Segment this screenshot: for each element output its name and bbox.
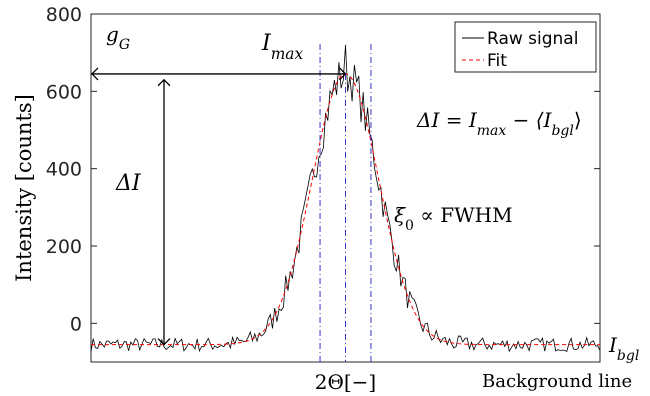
ibgl-label: Ibgl (608, 333, 639, 364)
legend-raw-label: Raw signal (487, 29, 578, 49)
arrow-head-down (157, 338, 171, 346)
legend-fit-label: Fit (487, 51, 507, 71)
annotations: gG Imax ΔI ΔI = Imax − ⟨Ibgl⟩ ξ0 ∝ FWHM Ibgl B… (91, 21, 639, 392)
chart-marks (90, 44, 601, 362)
background-line-label: Background line (482, 371, 632, 392)
y-tick-label: 200 (46, 236, 82, 258)
imax-label: Imax (261, 31, 303, 63)
arrow-head-up (157, 78, 171, 87)
y-tick-label: 600 (46, 81, 82, 103)
arrow-head-right (339, 67, 347, 81)
raw-signal-line (90, 44, 601, 353)
xi-fwhm-label: ξ0 ∝ FWHM (394, 203, 513, 234)
x-axis-label: 2Θ[−] (315, 370, 376, 394)
y-tick-label: 0 (70, 313, 82, 335)
y-axis-label: Intensity [counts] (12, 94, 36, 282)
delta-i-label: ΔI (115, 171, 142, 196)
legend-box (454, 21, 597, 73)
y-tick-label: 400 (46, 159, 82, 181)
axes: 0 200 400 600 800 Intensity [counts] 2Θ[−] (12, 4, 601, 394)
arrow-head-left (91, 67, 99, 81)
gG-label: gG (106, 22, 130, 53)
delta-i-equation: ΔI = Imax − ⟨Ibgl⟩ (416, 108, 582, 139)
y-tick-label: 800 (46, 4, 82, 26)
